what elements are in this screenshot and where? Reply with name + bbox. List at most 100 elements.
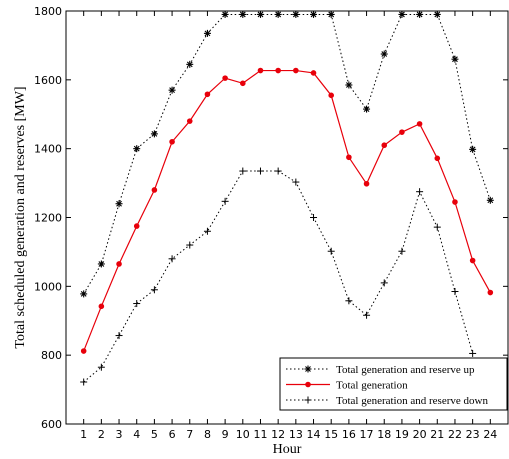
- data-point: [469, 257, 476, 264]
- data-point: [398, 247, 406, 255]
- data-point: [416, 121, 423, 127]
- legend-item: Total generation and reserve up: [286, 364, 475, 376]
- data-point: [168, 86, 176, 94]
- x-tick-label: 22: [448, 428, 462, 441]
- data-point: [80, 348, 87, 354]
- y-tick-label: 800: [41, 349, 62, 362]
- legend-label: Total generation and reserve up: [336, 364, 475, 376]
- x-tick-label: 11: [253, 428, 267, 441]
- data-point: [186, 60, 194, 68]
- y-tick-label: 1000: [34, 280, 62, 293]
- data-point: [274, 167, 282, 175]
- series-line: [83, 170, 474, 383]
- data-point: [203, 29, 211, 37]
- data-point: [345, 81, 353, 89]
- x-tick-label: 1: [80, 428, 87, 441]
- x-tick-label: 16: [342, 428, 356, 441]
- x-tick-label: 5: [151, 428, 158, 441]
- x-tick-label: 3: [116, 428, 123, 441]
- x-tick-label: 19: [395, 428, 409, 441]
- data-point: [293, 67, 299, 74]
- data-point: [381, 142, 388, 149]
- data-point: [80, 378, 88, 386]
- data-point: [115, 332, 123, 340]
- data-point: [186, 118, 193, 124]
- legend-label: Total generation and reserve down: [336, 395, 488, 407]
- data-point: [222, 75, 228, 81]
- data-point: [275, 67, 281, 74]
- data-point: [240, 80, 246, 87]
- y-tick-label: 1600: [34, 74, 62, 87]
- x-tick-label: 9: [222, 428, 229, 441]
- data-point: [169, 138, 175, 145]
- x-tick-label: 21: [430, 428, 444, 441]
- series-3: [80, 167, 477, 386]
- x-tick-label: 8: [204, 428, 211, 441]
- data-point: [97, 260, 105, 268]
- x-tick-label: 10: [236, 428, 250, 441]
- y-tick-label: 600: [41, 418, 62, 431]
- x-tick-label: 15: [324, 428, 338, 441]
- data-point: [133, 145, 141, 153]
- x-tick-label: 2: [98, 428, 105, 441]
- data-point: [80, 290, 88, 298]
- data-point: [115, 200, 123, 208]
- x-tick-label: 14: [307, 428, 321, 441]
- data-point: [151, 187, 158, 193]
- data-point: [168, 255, 176, 263]
- data-point: [292, 178, 300, 186]
- data-point: [256, 167, 264, 175]
- data-point: [451, 55, 459, 63]
- legend: Total generation and reserve up Total gen…: [279, 357, 508, 411]
- data-point: [363, 311, 371, 319]
- data-point: [133, 300, 141, 308]
- data-point: [328, 92, 335, 99]
- x-tick-label: 7: [186, 428, 193, 441]
- x-tick-label: 17: [360, 428, 374, 441]
- data-point: [416, 188, 424, 196]
- series-line: [83, 13, 491, 295]
- data-point: [204, 91, 211, 98]
- data-point: [346, 154, 352, 161]
- x-axis-label: Hour: [273, 442, 302, 457]
- x-tick-label: 12: [271, 428, 285, 441]
- series-line: [83, 69, 491, 352]
- data-point: [486, 196, 494, 204]
- series-layer: [80, 11, 494, 386]
- ticks-layer: 1 2 3 4 5 6 7 8 9 10 11 12 13 14 15 16 17 18 19 20 21 22 23 246…: [34, 5, 508, 441]
- legend-item: Total generation and reserve down: [286, 395, 488, 407]
- data-point: [487, 289, 494, 296]
- x-tick-label: 13: [289, 428, 303, 441]
- data-point: [239, 167, 247, 175]
- data-point: [310, 70, 317, 76]
- data-point: [98, 303, 105, 310]
- data-point: [310, 214, 318, 221]
- x-tick-label: 6: [169, 428, 176, 441]
- data-point: [452, 199, 458, 205]
- data-point: [186, 241, 194, 249]
- y-tick-label: 1400: [34, 143, 62, 156]
- x-tick-label: 18: [377, 428, 391, 441]
- data-point: [345, 297, 353, 305]
- series-1: [80, 11, 494, 298]
- x-tick-label: 20: [413, 428, 427, 441]
- data-point: [150, 286, 158, 294]
- data-point: [221, 197, 229, 205]
- data-point: [451, 287, 459, 295]
- y-axis-label: Total scheduled generation and reserves …: [13, 86, 28, 348]
- data-point: [469, 349, 477, 357]
- data-point: [97, 363, 105, 371]
- data-point: [469, 145, 477, 153]
- data-point: [150, 130, 158, 138]
- data-point: [203, 227, 211, 235]
- data-point: [116, 261, 122, 267]
- x-tick-label: 4: [133, 428, 140, 441]
- y-tick-label: 1800: [34, 5, 62, 18]
- data-point: [363, 105, 371, 113]
- legend-marker: [304, 365, 312, 373]
- data-point: [133, 223, 140, 229]
- data-point: [433, 223, 441, 231]
- y-tick-label: 1200: [34, 212, 62, 225]
- x-tick-label: 24: [483, 428, 497, 441]
